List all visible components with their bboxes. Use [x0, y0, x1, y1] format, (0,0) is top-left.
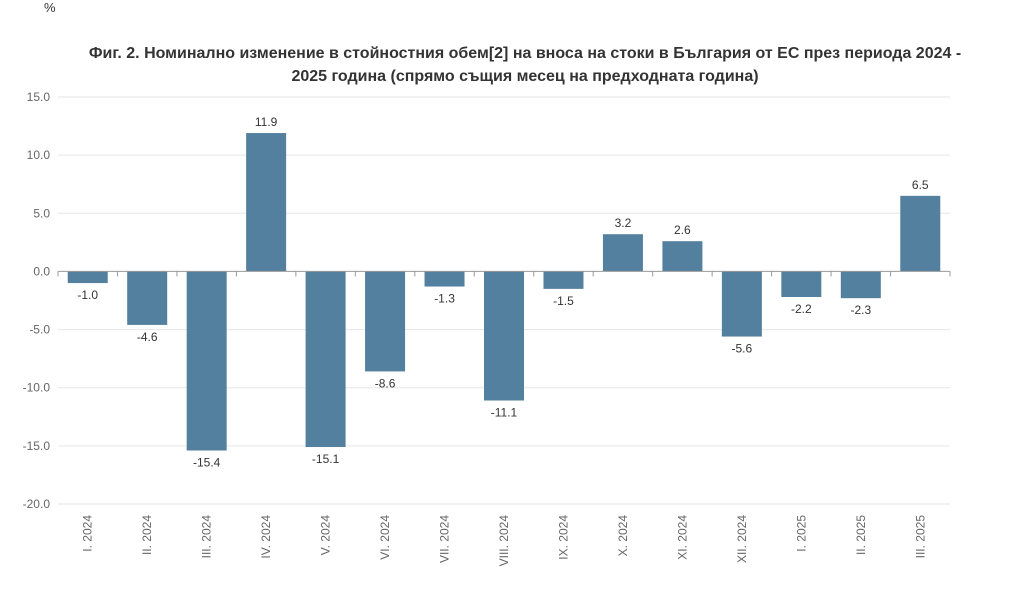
data-label: -4.6 — [137, 330, 158, 344]
bar — [127, 271, 168, 325]
y-tick-label: -10.0 — [23, 381, 51, 395]
x-tick-label: XII. 2024 — [735, 515, 749, 563]
data-label: 3.2 — [615, 216, 632, 230]
data-label: -1.5 — [553, 294, 574, 308]
x-tick-label: IV. 2024 — [259, 515, 273, 559]
data-label: -2.3 — [850, 303, 871, 317]
y-tick-label: 0.0 — [33, 264, 50, 278]
y-unit-label: % — [44, 0, 56, 15]
data-label: -8.6 — [375, 376, 396, 390]
bar — [840, 271, 881, 299]
y-tick-label: 10.0 — [27, 148, 51, 162]
x-tick-label: X. 2024 — [616, 515, 630, 557]
bar — [484, 271, 524, 401]
data-label: 2.6 — [674, 223, 691, 237]
x-tick-label: V. 2024 — [319, 515, 333, 556]
x-tick-label: VIII. 2024 — [497, 515, 511, 567]
bar — [543, 271, 584, 289]
bar — [602, 234, 643, 272]
y-axis: 15.0 10.0 5.0 0.0 -5.0 -10.0 -15.0 -20.0 — [23, 90, 51, 511]
bar — [662, 241, 703, 272]
data-label: 6.5 — [912, 178, 929, 192]
bar — [305, 271, 346, 448]
chart-title-line-2: 2025 година (спрямо същия месец на предх… — [291, 68, 759, 85]
y-tick-label: 5.0 — [33, 206, 50, 220]
data-label: -2.2 — [791, 302, 812, 316]
data-label: -15.4 — [193, 456, 221, 470]
bar — [900, 195, 941, 272]
bar — [186, 271, 227, 451]
x-tick-label: IX. 2024 — [556, 515, 570, 560]
x-tick-label: III. 2025 — [913, 515, 927, 559]
bars — [67, 133, 941, 451]
x-tick-label: VII. 2024 — [438, 515, 452, 563]
bar — [246, 133, 287, 272]
bar — [721, 271, 762, 337]
y-tick-label: 15.0 — [27, 90, 51, 104]
bar — [365, 271, 406, 372]
data-label: -5.6 — [732, 342, 753, 356]
data-label: -15.1 — [312, 452, 340, 466]
bar — [67, 271, 108, 284]
y-tick-label: -5.0 — [29, 323, 50, 337]
data-label: 11.9 — [255, 115, 278, 129]
bar — [424, 271, 465, 287]
x-tick-label: III. 2024 — [200, 515, 214, 559]
x-tick-label: VI. 2024 — [378, 515, 392, 560]
chart-title: Фиг. 2. Номинално изменение в стойностни… — [50, 42, 1000, 88]
chart-title-line-1: Фиг. 2. Номинално изменение в стойностни… — [88, 45, 962, 62]
y-tick-label: -15.0 — [23, 439, 51, 453]
data-labels: -1.0 -4.6 -15.4 11.9 -15.1 -8.6 -1.3 -11.1 -1.5 3… — [77, 115, 929, 469]
data-label: -1.0 — [77, 288, 98, 302]
x-tick-label: I. 2024 — [81, 515, 95, 552]
x-axis: I. 2024 II. 2024 III. 2024 IV. 2024 V. 2024 V… — [57, 270, 951, 567]
x-tick-label: II. 2024 — [140, 515, 154, 555]
y-tick-label: -20.0 — [23, 497, 51, 511]
data-label: -11.1 — [491, 406, 518, 420]
data-label: -1.3 — [434, 292, 455, 306]
x-tick-label: I. 2025 — [794, 515, 808, 552]
x-tick-label: XI. 2024 — [675, 515, 689, 560]
bar — [781, 271, 822, 298]
x-tick-label: II. 2025 — [854, 515, 868, 555]
